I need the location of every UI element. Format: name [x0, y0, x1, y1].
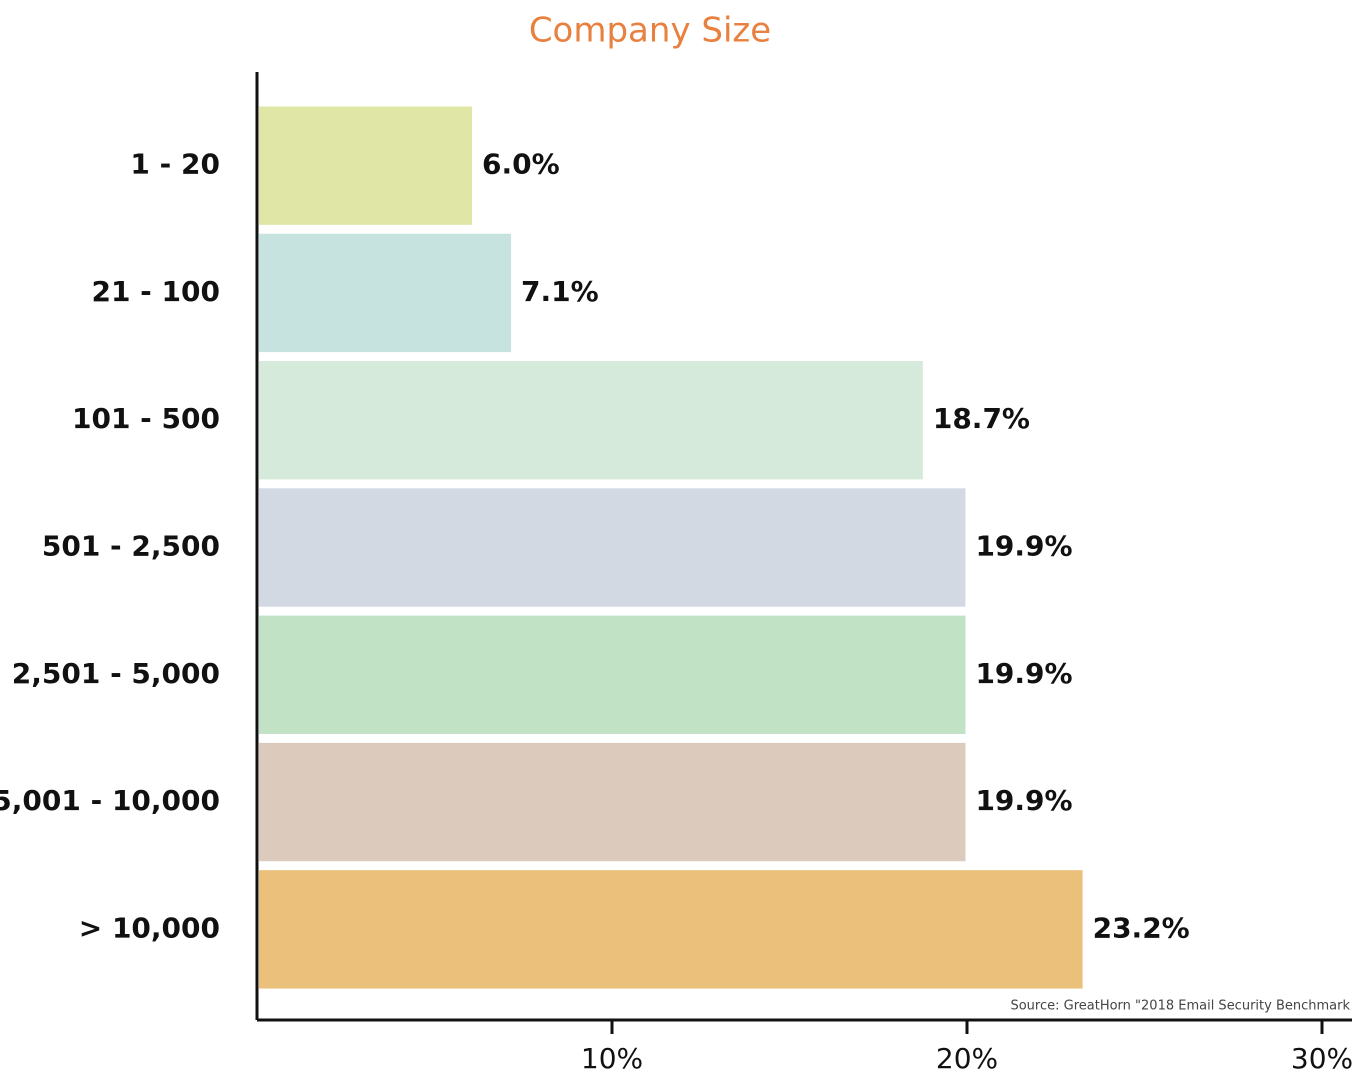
- value-label: 18.7%: [933, 402, 1030, 435]
- value-label: 7.1%: [521, 275, 599, 308]
- value-label: 23.2%: [1093, 911, 1190, 944]
- y-tick-label: 501 - 2,500: [42, 530, 220, 563]
- bar: [259, 615, 966, 734]
- y-tick-label: 2,501 - 5,000: [12, 657, 220, 690]
- value-label: 19.9%: [975, 784, 1072, 817]
- x-tick-label: 10%: [581, 1042, 643, 1075]
- bar: [259, 361, 923, 480]
- bar: [259, 488, 966, 607]
- bar: [259, 106, 472, 225]
- value-label: 6.0%: [482, 148, 560, 181]
- x-tick-label: 30%: [1291, 1042, 1352, 1075]
- y-tick-label: 5,001 - 10,000: [0, 784, 220, 817]
- value-label: 19.9%: [975, 657, 1072, 690]
- source-note: Source: GreatHorn "2018 Email Security B…: [1010, 999, 1350, 1014]
- chart-title: Company Size: [529, 11, 771, 51]
- bar: [259, 233, 512, 353]
- y-tick-label: 101 - 500: [72, 402, 220, 435]
- y-tick-label: 21 - 100: [91, 275, 220, 308]
- bar: [259, 742, 966, 862]
- y-tick-label: > 10,000: [79, 911, 220, 944]
- bar: [259, 870, 1083, 989]
- x-tick-label: 20%: [936, 1042, 998, 1075]
- value-label: 19.9%: [975, 530, 1072, 563]
- y-tick-label: 1 - 20: [130, 148, 220, 181]
